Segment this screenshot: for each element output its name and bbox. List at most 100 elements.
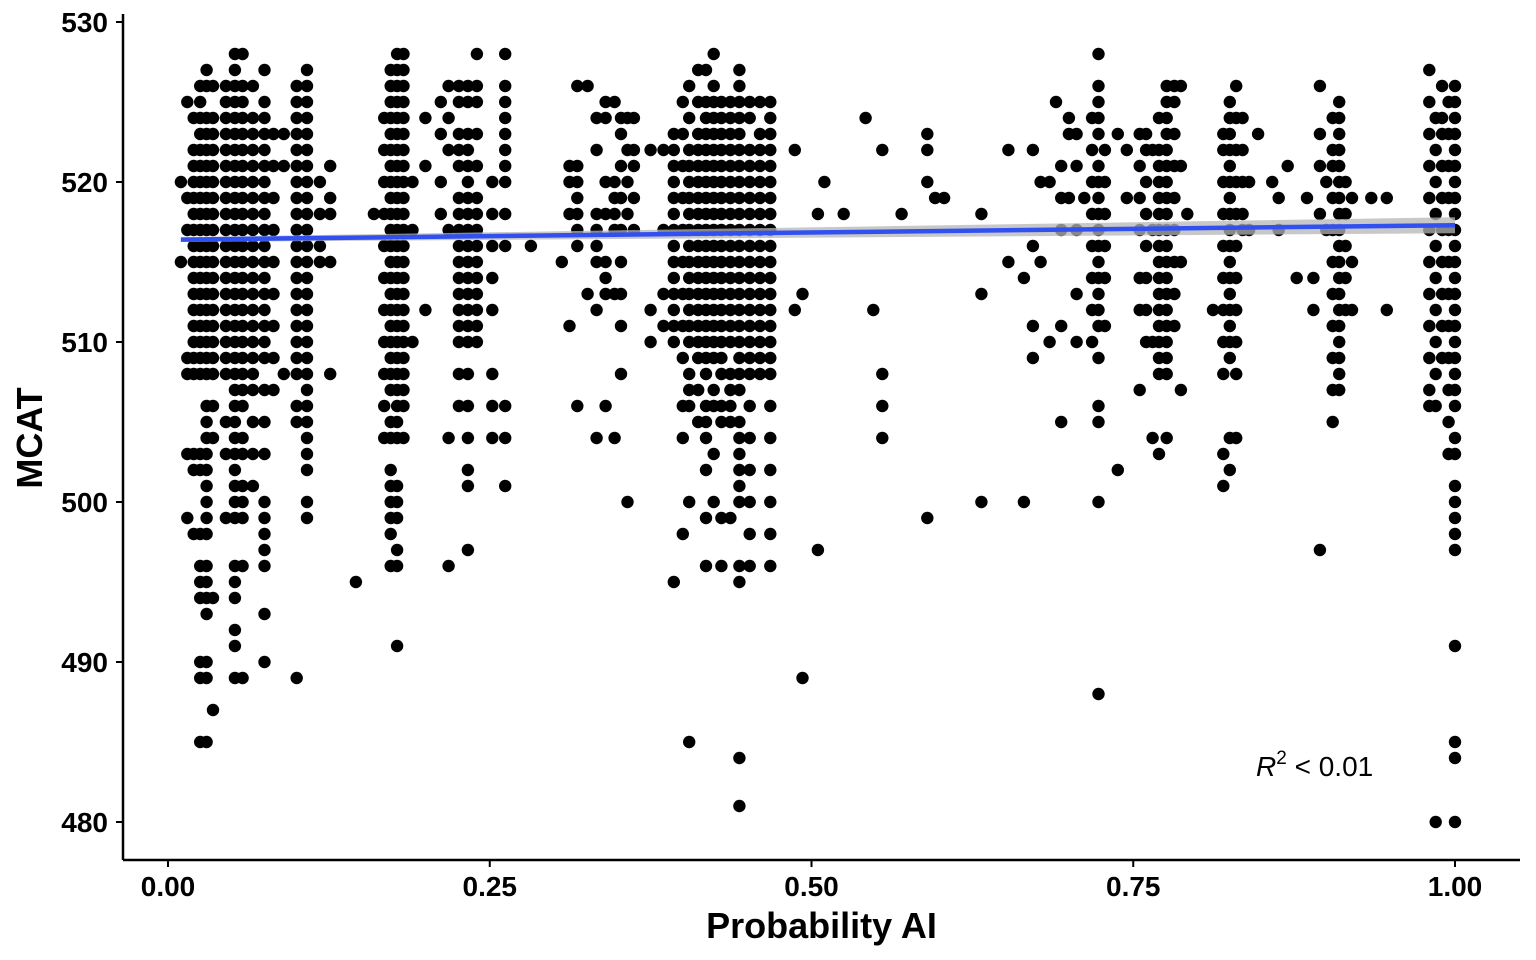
data-point [1345,191,1359,205]
data-point [181,511,194,525]
data-point [1448,447,1462,461]
data-point [1160,303,1173,317]
data-point [246,271,260,285]
data-point [1272,191,1285,205]
data-point [470,335,484,349]
data-point [228,63,242,77]
data-point [290,335,303,349]
data-point [699,63,713,77]
data-point [461,367,475,381]
data-point [174,175,188,189]
data-point [699,559,713,573]
data-point [1448,367,1462,381]
data-point [724,511,737,525]
data-point [724,319,737,333]
data-point [1160,175,1173,189]
data-point [206,191,220,205]
data-point [1092,399,1105,413]
data-point [715,335,728,349]
data-point [300,143,314,157]
data-point [461,463,475,477]
data-point [1423,319,1436,333]
data-point [397,207,410,221]
points-layer [174,47,1462,829]
data-point [724,239,737,253]
data-point [461,319,475,333]
data-point [644,143,657,157]
data-point [419,303,432,317]
data-point [324,191,337,205]
data-point [258,143,271,157]
data-point [384,463,397,477]
data-point [258,543,271,557]
data-point [200,671,213,685]
data-point [300,367,314,381]
data-point [599,207,612,221]
data-point [499,47,512,61]
data-point [715,95,728,109]
data-point [1448,335,1462,349]
data-point [743,239,756,253]
data-point [743,335,756,349]
data-point [895,207,908,221]
data-point [743,111,756,125]
data-point [290,191,303,205]
data-point [1055,159,1068,173]
data-point [452,287,466,301]
data-point [1448,287,1462,301]
data-point [300,415,314,429]
data-point [258,303,271,317]
r-squared-annotation: R2 < 0.01 [1256,748,1373,782]
data-point [461,175,475,189]
data-point [614,191,628,205]
data-point [788,143,801,157]
data-point [1120,143,1134,157]
data-point [733,751,746,765]
data-point [390,511,404,525]
y-tick-label: 530 [61,7,108,38]
data-point [753,127,767,141]
data-point [644,335,657,349]
data-point [300,95,314,109]
data-point [219,367,233,381]
data-point [1448,143,1462,157]
y-tick-label: 480 [61,807,108,838]
data-point [1313,207,1327,221]
data-point [1448,303,1462,317]
data-point [1380,303,1394,317]
data-point [715,287,728,301]
data-point [499,95,512,109]
data-point [621,495,634,509]
data-point [397,319,410,333]
data-point [1133,191,1146,205]
data-point [1160,239,1173,253]
data-point [267,287,280,301]
data-point [300,319,314,333]
data-point [236,335,249,349]
data-point [743,143,756,157]
data-point [764,239,777,253]
data-point [1448,95,1462,109]
data-point [390,559,404,573]
data-point [486,271,499,285]
data-point [236,479,249,493]
data-point [419,111,432,125]
data-point [876,143,889,157]
data-point [743,271,756,285]
data-point [246,351,260,365]
data-point [1429,175,1442,189]
data-point [290,223,303,237]
data-point [608,95,621,109]
data-point [236,143,249,157]
data-point [764,287,777,301]
data-point [715,367,728,381]
data-point [614,255,628,269]
data-point [300,63,314,77]
data-point [236,207,249,221]
data-point [1026,319,1040,333]
data-point [683,191,696,205]
data-point [499,207,512,221]
data-point [581,287,594,301]
data-point [555,255,568,269]
data-point [246,383,260,397]
